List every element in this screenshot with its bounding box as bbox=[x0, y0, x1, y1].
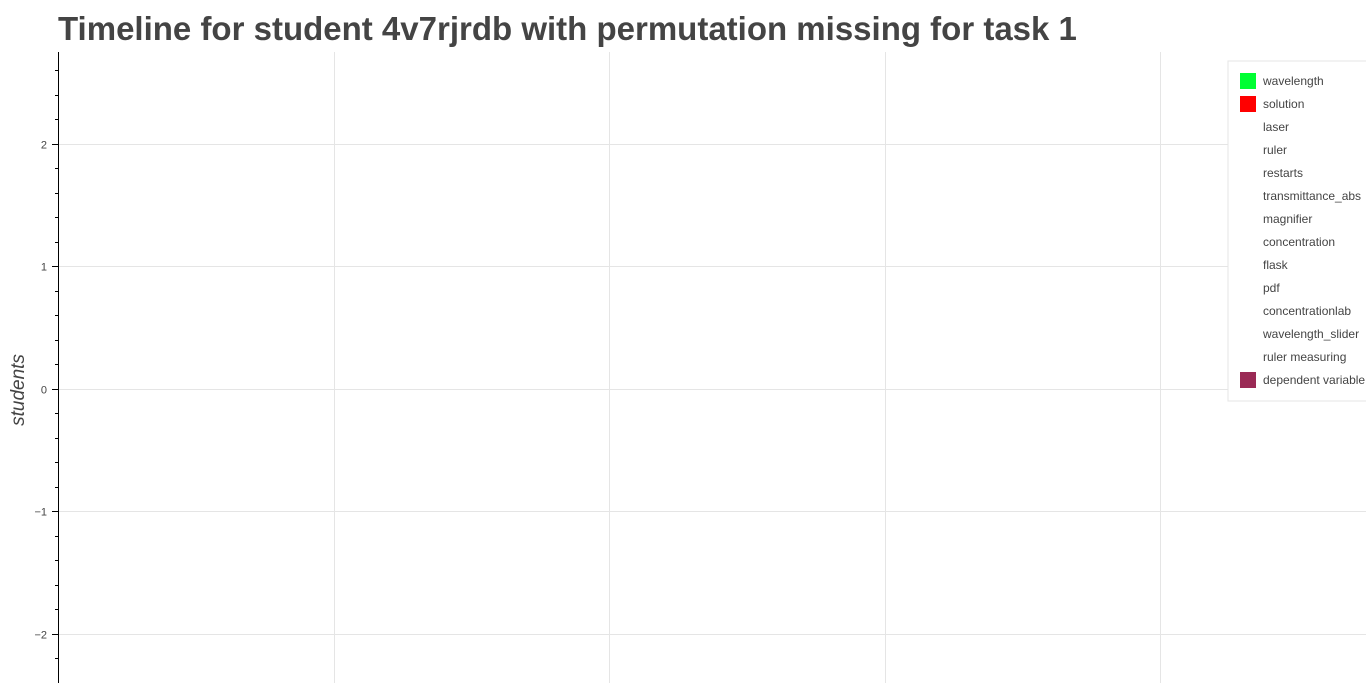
legend-label[interactable]: restarts bbox=[1263, 166, 1303, 180]
legend-label[interactable]: solution bbox=[1263, 97, 1304, 111]
legend-label[interactable]: dependent variable bbox=[1263, 373, 1365, 387]
y-tick-label: −1 bbox=[34, 507, 47, 519]
chart-title: Timeline for student 4v7rjrdb with permu… bbox=[58, 10, 1077, 47]
legend-label[interactable]: laser bbox=[1263, 120, 1289, 134]
legend-label[interactable]: ruler bbox=[1263, 143, 1287, 157]
legend-swatch bbox=[1240, 372, 1256, 388]
legend-label[interactable]: wavelength_slider bbox=[1262, 327, 1359, 341]
legend-label[interactable]: wavelength bbox=[1262, 74, 1324, 88]
legend-label[interactable]: pdf bbox=[1263, 281, 1280, 295]
grid-lines bbox=[58, 52, 1366, 683]
y-tick-label: 2 bbox=[41, 140, 47, 152]
y-tick-label: 0 bbox=[41, 385, 47, 397]
legend-label[interactable]: flask bbox=[1263, 258, 1289, 272]
legend-swatch bbox=[1240, 73, 1256, 89]
legend-label[interactable]: ruler measuring bbox=[1263, 350, 1346, 364]
y-tick-label: −2 bbox=[34, 630, 47, 642]
y-axis: −2 −1 0 1 2 bbox=[34, 52, 59, 683]
legend-swatch bbox=[1240, 96, 1256, 112]
y-tick-label: 1 bbox=[41, 262, 47, 274]
y-axis-label: students bbox=[8, 354, 29, 426]
legend-label[interactable]: transmittance_abs bbox=[1263, 189, 1361, 203]
legend: wavelength solution laser ruler restarts tran… bbox=[1227, 60, 1366, 402]
legend-label[interactable]: concentrationlab bbox=[1263, 304, 1351, 318]
legend-label[interactable]: concentration bbox=[1263, 235, 1335, 249]
legend-label[interactable]: magnifier bbox=[1263, 212, 1312, 226]
legend-box bbox=[1227, 60, 1366, 402]
